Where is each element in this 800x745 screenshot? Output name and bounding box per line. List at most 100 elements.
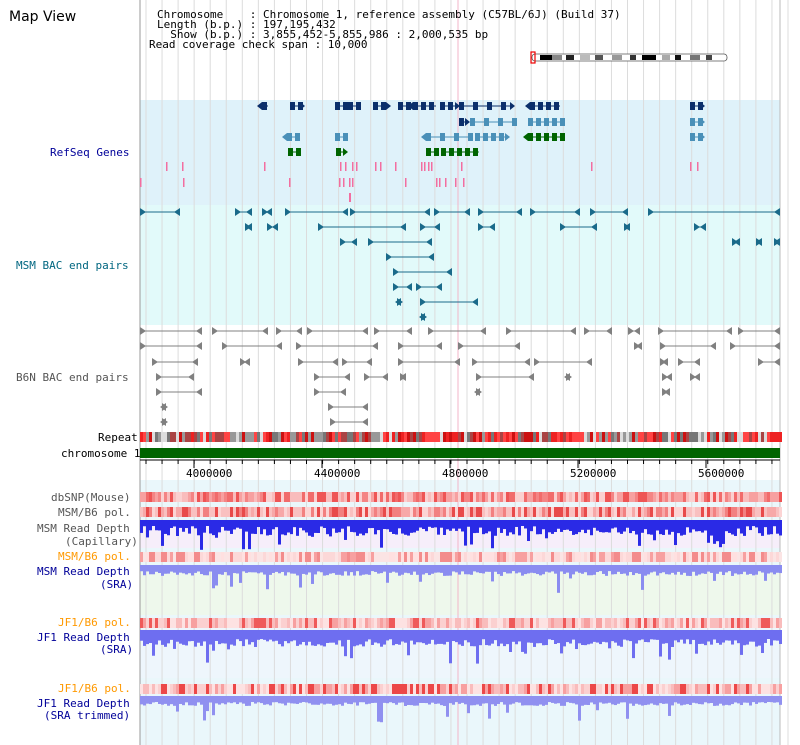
- msm-depth-cap-bars-bar: [467, 520, 470, 527]
- jf1-b6-pol-strip-cell: [347, 618, 350, 628]
- msm-depth-cap-bars-bar: [746, 520, 749, 527]
- msm-depth-sra-bars-bar: [758, 565, 761, 572]
- msm-depth-cap-bars-bar: [614, 520, 617, 528]
- msm-b6-pol-strip-cell: [170, 507, 173, 517]
- msm-depth-cap-bars-bar: [770, 520, 773, 535]
- dbsnp-strip-cell: [464, 492, 467, 502]
- jf1-b6-pol-trim-strip-cell: [500, 684, 503, 694]
- jf1-b6-pol-trim-strip-cell: [632, 684, 635, 694]
- msm-b6-pol-strip-cell: [638, 507, 641, 517]
- jf1-b6-pol-strip-cell: [176, 618, 179, 628]
- jf1-b6-pol-trim-strip-cell: [665, 684, 668, 694]
- jf1-b6-pol-trim-strip-cell: [725, 684, 728, 694]
- msm-b6-pol-sra-strip-cell: [398, 552, 401, 562]
- jf1-b6-pol-trim-strip-cell: [779, 684, 782, 694]
- jf1-b6-pol-trim-strip-cell: [554, 684, 557, 694]
- gene-exon: [356, 102, 361, 110]
- dbsnp-strip-cell: [737, 492, 740, 502]
- jf1-trim-bars-bar: [515, 696, 518, 703]
- repeat-strip-cell: [581, 432, 584, 442]
- msm-depth-sra-bars-bar: [635, 565, 638, 574]
- repeat-strip-cell: [677, 432, 680, 442]
- dbsnp-strip-cell: [188, 492, 191, 502]
- msm-b6-pol-strip-cell: [578, 507, 581, 517]
- jf1-b6-pol-strip-cell: [302, 618, 305, 628]
- msm-b6-pol-strip-cell: [368, 507, 371, 517]
- jf1-depth-bars-bar: [248, 630, 251, 645]
- msm-b6-pol-strip-cell: [776, 507, 779, 517]
- jf1-b6-pol-strip-cell: [335, 618, 338, 628]
- msm-depth-sra-bars-bar: [704, 565, 707, 574]
- b6n-bac-pair-end: [458, 342, 464, 350]
- jf1-b6-pol-trim-strip-cell: [440, 684, 443, 694]
- repeat-strip-cell: [251, 432, 254, 442]
- jf1-b6-pol-strip-cell: [227, 618, 230, 628]
- msm-depth-cap-bars-bar: [344, 520, 347, 540]
- jf1-depth-bars-bar: [311, 630, 314, 646]
- dbsnp-strip-cell: [323, 492, 326, 502]
- jf1-b6-pol-trim-strip-cell: [368, 684, 371, 694]
- gene-arrow: [523, 133, 528, 141]
- jf1-depth-bars-bar: [479, 630, 482, 646]
- msm-bac-pair-end: [272, 223, 278, 231]
- msm-depth-cap-bars-bar: [572, 520, 575, 535]
- jf1-trim-bars-bar: [194, 696, 197, 706]
- dbsnp-strip-cell: [293, 492, 296, 502]
- msm-b6-pol-sra-strip-cell: [542, 552, 545, 562]
- dbsnp-strip-cell: [740, 492, 743, 502]
- jf1-trim-bars-bar: [704, 696, 707, 703]
- jf1-b6-pol-trim-strip-cell: [653, 684, 656, 694]
- dbsnp-strip-cell: [335, 492, 338, 502]
- jf1-depth-bars-bar: [722, 630, 725, 643]
- msm-bac-pair-end: [472, 298, 478, 306]
- jf1-b6-pol-strip-cell: [236, 618, 239, 628]
- msm-b6-pol-strip-cell: [512, 507, 515, 517]
- msm-depth-cap-bars-bar: [197, 520, 200, 536]
- jf1-b6-pol-strip-cell: [287, 618, 290, 628]
- msm-depth-cap-bars-bar: [191, 520, 194, 527]
- jf1-b6-pol-trim-strip-cell: [620, 684, 623, 694]
- jf1-trim-bars-bar: [497, 696, 500, 704]
- msm-depth-cap-bars-bar: [179, 520, 182, 528]
- repeat-strip-cell: [722, 432, 725, 442]
- jf1-b6-pol-strip-cell: [200, 618, 203, 628]
- repeat-strip-cell: [536, 432, 539, 442]
- jf1-trim-bars-bar: [209, 696, 212, 703]
- msm-depth-sra-bars-bar: [374, 565, 377, 572]
- msm-b6-pol-sra-strip-cell: [524, 552, 527, 562]
- jf1-b6-pol-trim-strip-cell: [719, 684, 722, 694]
- msm-depth-sra-bars-bar: [539, 565, 542, 576]
- jf1-trim-bars-bar: [551, 696, 554, 703]
- jf1-trim-bars-bar: [455, 696, 458, 703]
- msm-depth-cap-bars-bar: [515, 520, 518, 527]
- jf1-b6-pol-trim-strip-cell: [677, 684, 680, 694]
- msm-b6-pol-strip-cell: [320, 507, 323, 517]
- gene-exon: [528, 133, 533, 141]
- msm-depth-cap-bars-bar: [389, 520, 392, 532]
- msm-depth-cap-bars-bar: [545, 520, 548, 539]
- repeat-strip-cell: [515, 432, 518, 442]
- jf1-depth-bars-bar: [197, 630, 200, 643]
- dbsnp-strip-cell: [503, 492, 506, 502]
- msm-b6-pol-sra-strip-cell: [752, 552, 755, 562]
- msm-depth-cap-bars-bar: [257, 520, 260, 528]
- jf1-trim-bars-bar: [593, 696, 596, 705]
- jf1-trim-bars-bar: [425, 696, 428, 704]
- jf1-b6-pol-trim-strip-cell: [353, 684, 356, 694]
- msm-b6-pol-strip-cell: [467, 507, 470, 517]
- jf1-trim-bars-bar: [626, 696, 629, 719]
- dbsnp-strip-cell: [167, 492, 170, 502]
- jf1-b6-pol-trim-strip-cell: [380, 684, 383, 694]
- msm-depth-cap-bars-bar: [710, 520, 713, 536]
- jf1-trim-bars-bar: [329, 696, 332, 704]
- msm-depth-cap-bars-bar: [215, 520, 218, 538]
- repeat-strip-cell: [704, 432, 707, 442]
- dbsnp-strip-cell: [470, 492, 473, 502]
- jf1-b6-pol-trim-strip-cell: [686, 684, 689, 694]
- msm-b6-pol-sra-strip-cell: [749, 552, 752, 562]
- dbsnp-strip-cell: [275, 492, 278, 502]
- repeat-strip-cell: [452, 432, 455, 442]
- repeat-strip-cell: [668, 432, 671, 442]
